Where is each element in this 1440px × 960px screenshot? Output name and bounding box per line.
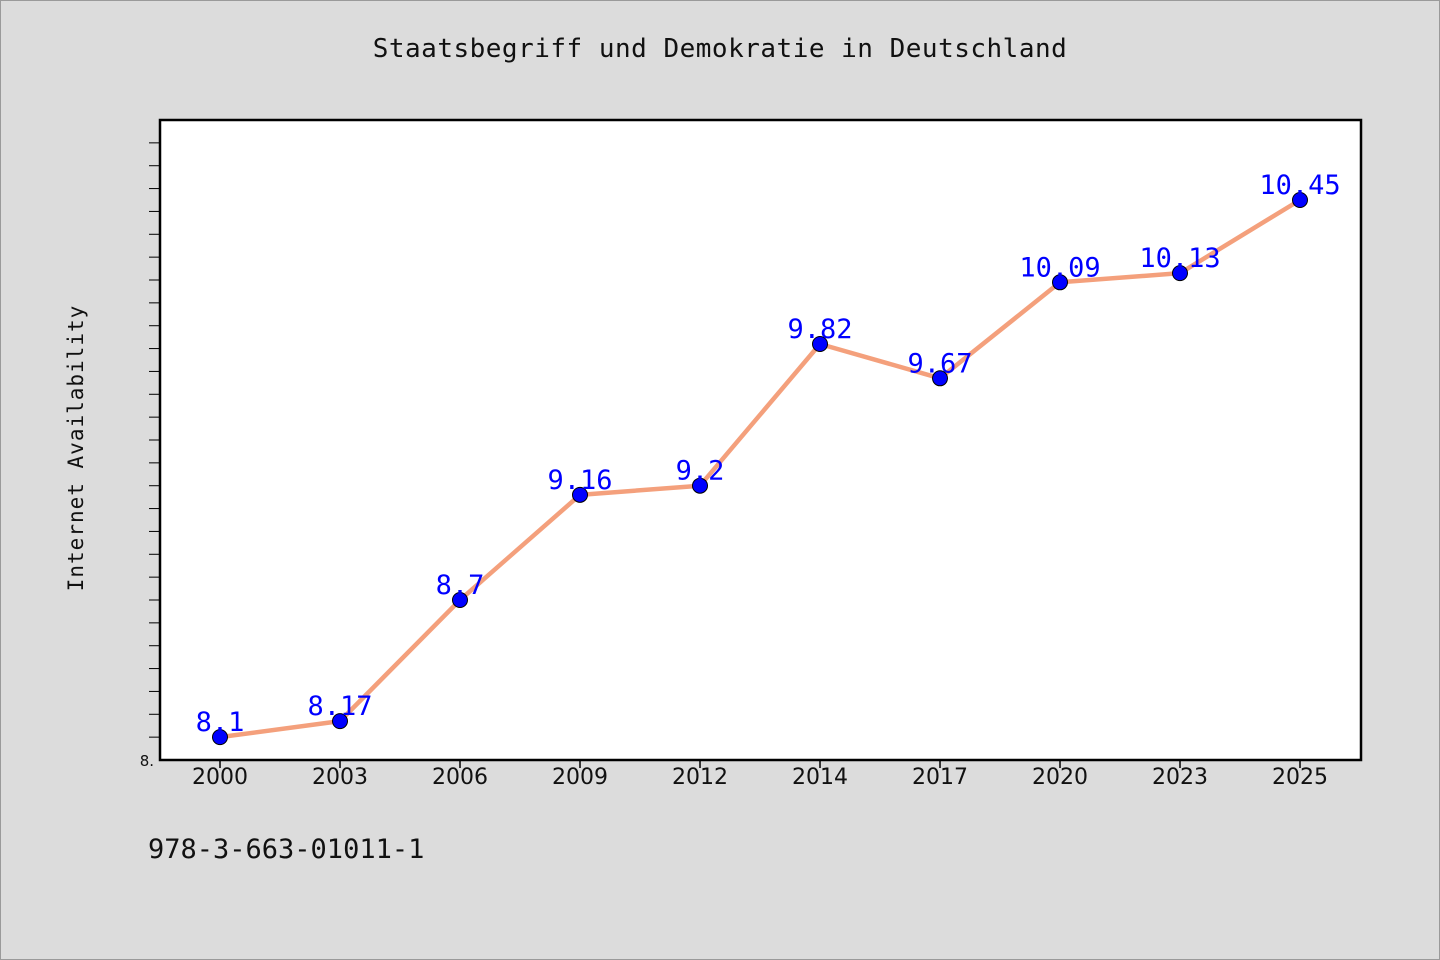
x-tick-label: 2023	[1152, 765, 1208, 790]
data-label: 10.45	[1259, 170, 1340, 201]
x-tick-label: 2003	[312, 765, 368, 790]
series-line	[219, 198, 1302, 740]
data-point	[332, 713, 348, 730]
data-label: 8.7	[436, 570, 485, 601]
data-point	[212, 729, 228, 746]
y-axis-ticks	[149, 142, 160, 738]
data-point	[1052, 274, 1068, 291]
data-point	[692, 477, 708, 494]
x-axis-ticks: 2000 2003 2006 2009 2012 2014 2017 2020 2023 2025	[192, 760, 1328, 790]
data-point	[1292, 192, 1308, 208]
series-markers	[212, 192, 1308, 746]
x-tick-label: 2017	[912, 765, 968, 790]
data-label: 10.09	[1019, 252, 1100, 283]
x-tick-label: 2025	[1272, 765, 1328, 790]
isbn-footer: 978-3-663-01011-1	[148, 834, 425, 865]
y-axis-min-label: 8.	[140, 752, 154, 770]
chart-title: Staatsbegriff und Demokratie in Deutschl…	[372, 34, 1068, 64]
x-tick-label: 2000	[192, 765, 248, 790]
data-label: 9.82	[787, 314, 852, 345]
plot-area	[158, 118, 1363, 762]
x-tick-label: 2012	[672, 765, 728, 790]
x-tick-label: 2020	[1032, 765, 1088, 790]
data-point	[452, 592, 468, 608]
x-tick-label: 2006	[432, 765, 488, 790]
data-label: 9.67	[907, 348, 972, 379]
data-label: 10.13	[1139, 243, 1220, 274]
data-point	[1172, 265, 1188, 282]
data-label: 9.16	[547, 465, 612, 496]
data-label: 8.1	[196, 707, 245, 738]
series-data-labels: 8.1 8.17 8.7 9.16 9.2 9.82 9.67 10.09 10.13 10.45	[196, 170, 1341, 738]
data-label: 9.2	[676, 456, 725, 487]
x-tick-label: 2009	[552, 765, 608, 790]
data-label: 8.17	[307, 691, 372, 722]
data-point	[932, 370, 948, 387]
data-point	[572, 486, 588, 503]
data-point	[812, 336, 828, 352]
x-tick-label: 2014	[792, 765, 848, 790]
